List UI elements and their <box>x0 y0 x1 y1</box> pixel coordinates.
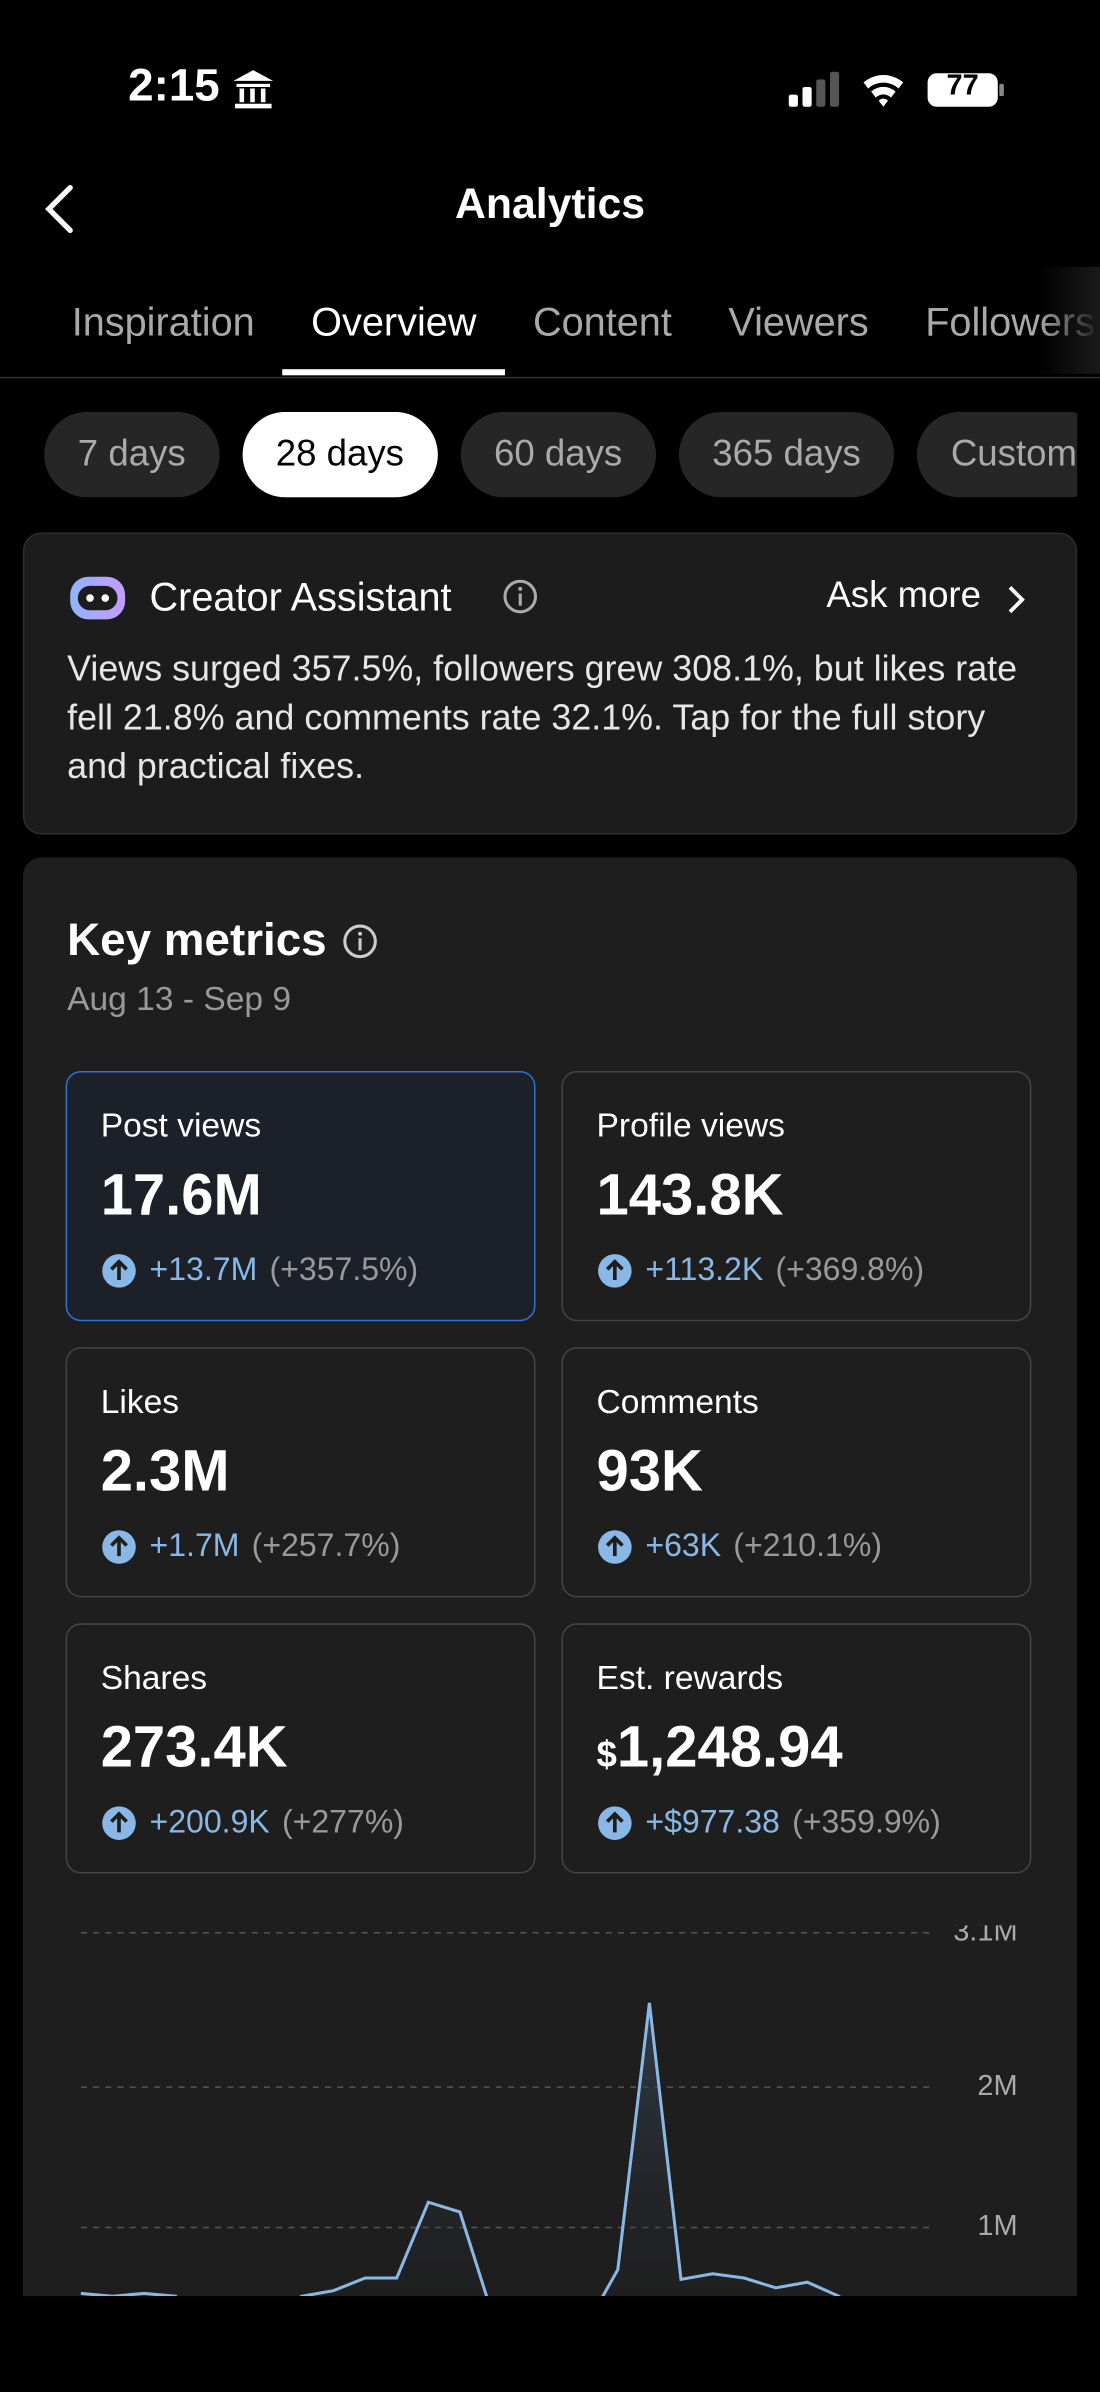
range-pill[interactable]: 28 days <box>242 411 438 498</box>
metric-value: 93K <box>597 1440 703 1506</box>
tab-bar: Inspiration Overview Content Viewers Followe… <box>72 299 1095 346</box>
change-percent: (+277%) <box>281 1804 404 1840</box>
info-icon[interactable] <box>502 578 539 615</box>
y-tick-label: 3.1M <box>953 1925 1017 1947</box>
metric-label: Profile views <box>596 1106 785 1145</box>
change-value: +13.7M <box>149 1252 258 1288</box>
metric-value: 143.8K <box>597 1164 784 1230</box>
metric-card[interactable]: Est. rewards $1,248.94 +$977.38 (+359.9%) <box>561 1623 1032 1874</box>
metric-card[interactable]: Shares 273.4K +200.9K (+277%) <box>65 1623 536 1874</box>
range-pill[interactable]: 60 days <box>460 411 656 498</box>
metric-change: +63K (+210.1%) <box>597 1529 882 1566</box>
metric-card[interactable]: Likes 2.3M +1.7M (+257.7%) <box>65 1347 536 1598</box>
value-text: 17.6M <box>100 1164 262 1229</box>
status-time: 2:15 <box>128 61 220 112</box>
metric-label: Shares <box>100 1658 208 1697</box>
change-value: +63K <box>645 1528 722 1564</box>
up-icon <box>102 1530 136 1564</box>
change-percent: (+369.8%) <box>775 1252 925 1288</box>
up-icon <box>598 1530 632 1564</box>
change-value: +$977.38 <box>645 1804 780 1840</box>
info-icon[interactable] <box>342 923 379 960</box>
battery-level: 77 <box>946 70 979 103</box>
line-series <box>80 2002 842 2297</box>
tab-fade <box>1037 266 1100 374</box>
change-value: +113.2K <box>645 1252 764 1288</box>
change-value: +1.7M <box>149 1528 240 1564</box>
range-pill[interactable]: Custom <box>917 411 1078 498</box>
metric-label: Est. rewards <box>596 1658 784 1697</box>
value-text: 143.8K <box>596 1164 784 1229</box>
assistant-title: Creator Assistant <box>149 573 452 620</box>
up-icon <box>102 1254 136 1288</box>
metric-label: Comments <box>596 1382 759 1421</box>
change-value: +200.9K <box>149 1804 270 1840</box>
metric-change: +$977.38 (+359.9%) <box>597 1805 941 1842</box>
value-text: 1,248.94 <box>616 1716 843 1781</box>
tab[interactable]: Viewers <box>728 299 869 345</box>
section-title: Key metrics <box>67 915 327 966</box>
line-chart: 1M 2M 3.1M <box>80 1925 1018 2297</box>
metric-value: 17.6M <box>101 1164 262 1230</box>
tab[interactable]: Inspiration <box>71 299 255 345</box>
date-range: Aug 13 - Sep 9 <box>67 979 292 1018</box>
bottom-bar <box>0 2296 1100 2392</box>
tab[interactable]: Overview <box>311 299 477 345</box>
range-pill[interactable]: 7 days <box>44 411 220 498</box>
metric-card[interactable]: Comments 93K +63K (+210.1%) <box>561 1347 1032 1598</box>
metric-card[interactable]: Profile views 143.8K +113.2K (+369.8%) <box>561 1071 1032 1322</box>
up-icon <box>102 1806 136 1840</box>
metric-value: 2.3M <box>101 1440 230 1506</box>
change-percent: (+210.1%) <box>733 1528 883 1564</box>
bank-icon <box>233 70 274 109</box>
metric-label: Post views <box>100 1106 262 1145</box>
chevron-icon <box>1008 586 1025 614</box>
tab-indicator <box>282 369 505 376</box>
status-icons <box>788 71 1004 107</box>
change-percent: (+357.5%) <box>269 1252 419 1288</box>
back-button[interactable] <box>40 183 80 235</box>
y-tick-label: 2M <box>977 2070 1017 2102</box>
y-tick-label: 1M <box>977 2210 1017 2242</box>
ask-more[interactable]: Ask more <box>826 575 981 617</box>
divider <box>0 376 1100 379</box>
metric-change: +200.9K (+277%) <box>101 1805 404 1842</box>
value-text: 273.4K <box>100 1716 288 1781</box>
metric-change: +13.7M (+357.5%) <box>101 1252 419 1290</box>
page-title: Analytics <box>455 180 645 228</box>
up-icon <box>598 1254 632 1288</box>
metric-change: +113.2K (+369.8%) <box>597 1252 925 1290</box>
key-metrics-panel: Key metrics Aug 13 - Sep 9 1M 2M 3.1M Post… <box>22 857 1078 2392</box>
tab[interactable]: Content <box>532 299 672 345</box>
range-pills: 7 days 28 days 60 days 365 days Custom <box>44 411 1078 498</box>
metric-change: +1.7M (+257.7%) <box>101 1528 401 1566</box>
assistant-card[interactable]: Creator Assistant Ask more Views surged … <box>22 532 1078 835</box>
area-fill <box>80 2002 839 2297</box>
metric-card[interactable]: Post views 17.6M +13.7M (+357.5%) <box>65 1071 536 1322</box>
value-text: 2.3M <box>100 1440 230 1505</box>
range-pill[interactable]: 365 days <box>678 411 895 498</box>
assistant-summary: Views surged 357.5%, followers grew 308.… <box>67 648 1018 786</box>
up-icon <box>598 1806 632 1840</box>
metric-label: Likes <box>100 1382 180 1421</box>
assistant-icon <box>70 576 126 620</box>
change-percent: (+359.9%) <box>792 1804 941 1840</box>
metric-value: $1,248.94 <box>597 1716 843 1782</box>
value-text: 93K <box>596 1440 703 1505</box>
metric-value: 273.4K <box>101 1716 288 1782</box>
currency: $ <box>596 1734 617 1776</box>
change-percent: (+257.7%) <box>251 1528 401 1564</box>
